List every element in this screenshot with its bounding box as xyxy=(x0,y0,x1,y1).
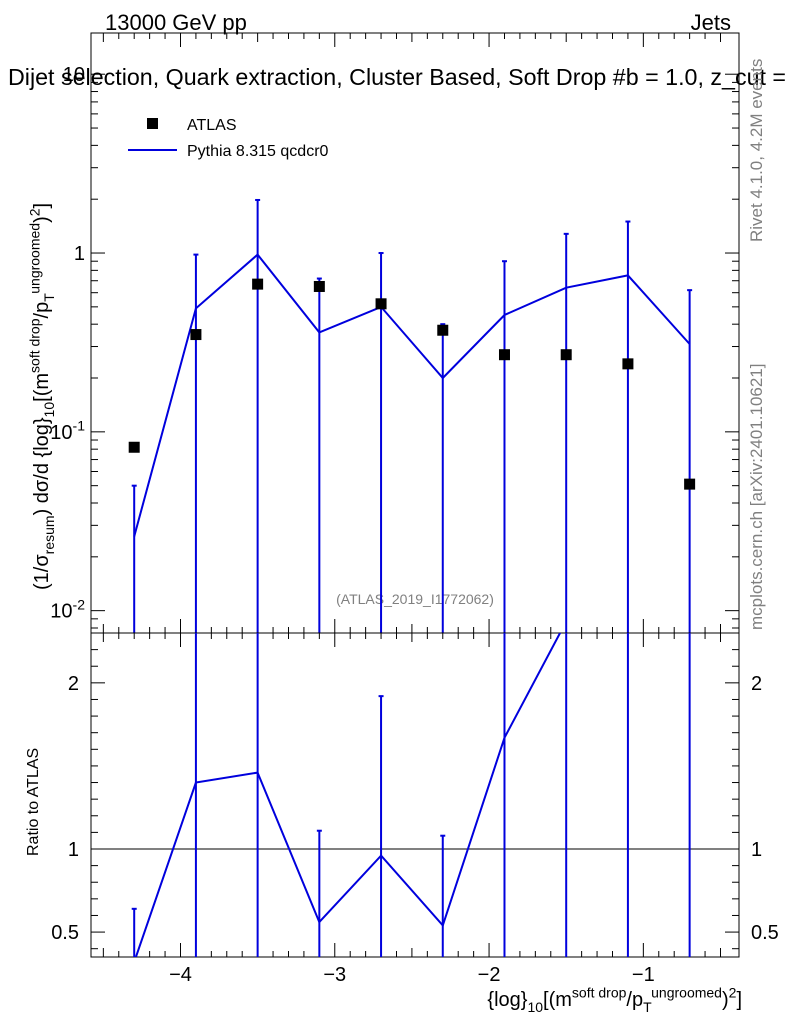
main-y-tick-label: 1 xyxy=(74,243,85,265)
data-marker xyxy=(313,280,325,292)
ratio-panel: −4 −3 −2 −1 0.5 0.5 1 1 2 2 xyxy=(51,632,779,986)
main-y-tick-label: 10-2 xyxy=(50,596,85,622)
jets-label: Jets xyxy=(691,10,731,35)
main-panel: 10-2 10-1 1 10 xyxy=(50,32,740,634)
main-y-tick-label: 10 xyxy=(63,64,85,86)
ratio-y-tick-label-right: 2 xyxy=(751,673,762,695)
ratio-y-tick-label: 2 xyxy=(68,673,79,695)
main-plot-area xyxy=(128,198,696,633)
legend-mc-label: Pythia 8.315 qcdcr0 xyxy=(187,143,329,160)
x-tick-label: −2 xyxy=(478,964,501,986)
x-axis-label: {log}10[(msoft drop/pTungroomed)2] xyxy=(487,985,742,1015)
x-tick-label: −3 xyxy=(323,964,346,986)
data-marker xyxy=(375,298,387,310)
ratio-line xyxy=(134,633,562,957)
ratio-y-tick-label: 0.5 xyxy=(51,922,79,944)
ratio-plot-area xyxy=(131,633,691,957)
legend-data-label: ATLAS xyxy=(187,117,237,134)
legend-data-marker xyxy=(147,118,158,129)
ratio-y-axis-label: Ratio to ATLAS xyxy=(25,748,42,856)
analysis-watermark: (ATLAS_2019_I1772062) xyxy=(336,591,494,607)
data-marker xyxy=(622,358,634,370)
data-marker xyxy=(560,349,572,361)
data-marker xyxy=(437,324,449,336)
data-marker xyxy=(252,278,264,290)
ratio-y-tick-label-right: 0.5 xyxy=(751,922,779,944)
ratio-y-tick-label: 1 xyxy=(68,839,79,861)
chart-title: Dijet selection, Quark extraction, Clust… xyxy=(8,64,786,90)
mcplots-label: mcplots.cern.ch [arXiv:2401.10621] xyxy=(747,364,766,630)
x-tick-label: −4 xyxy=(169,964,192,986)
data-marker xyxy=(128,441,140,453)
ratio-frame xyxy=(90,632,740,958)
mc-line xyxy=(133,253,691,537)
rivet-label: Rivet 4.1.0, 4.2M events xyxy=(747,59,766,242)
data-marker xyxy=(498,349,510,361)
main-y-tick-label: 10-1 xyxy=(50,417,85,443)
main-y-axis-label: (1/σresum) dσ/d {log}10[(msoft drop/pTun… xyxy=(27,203,57,590)
energy-label: 13000 GeV pp xyxy=(105,10,247,35)
x-tick-label: −1 xyxy=(632,964,655,986)
data-marker xyxy=(190,329,202,341)
ratio-y-tick-label-right: 1 xyxy=(751,839,762,861)
data-marker xyxy=(684,478,696,490)
